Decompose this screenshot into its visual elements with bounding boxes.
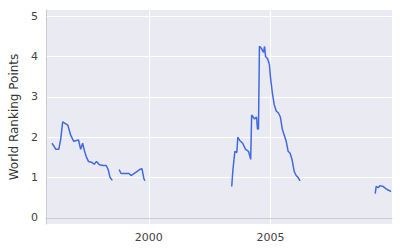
svg-text:World Ranking Points: World Ranking Points — [7, 54, 21, 181]
svg-text:2: 2 — [31, 131, 38, 144]
svg-text:2000: 2000 — [135, 231, 163, 244]
svg-text:1: 1 — [31, 171, 38, 184]
svg-text:4: 4 — [31, 50, 38, 63]
svg-text:2005: 2005 — [256, 231, 284, 244]
svg-text:5: 5 — [31, 10, 38, 23]
svg-text:3: 3 — [31, 90, 38, 103]
svg-text:0: 0 — [31, 211, 38, 224]
